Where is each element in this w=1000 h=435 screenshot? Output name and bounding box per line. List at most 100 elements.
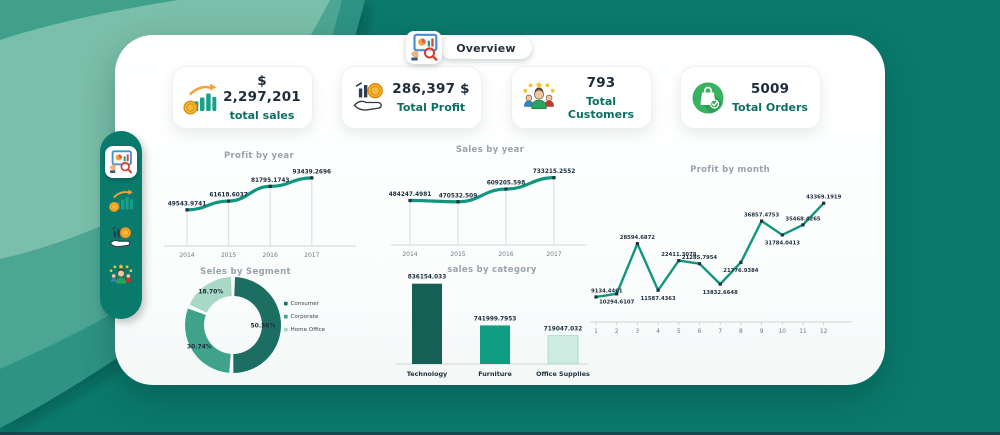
svg-text:1: 1: [594, 329, 598, 335]
svg-text:2014: 2014: [179, 252, 194, 259]
overview-tab-icon-tile: [406, 31, 442, 64]
legend-label: Home Office: [291, 327, 326, 333]
svg-text:13832.6648: 13832.6648: [703, 290, 738, 296]
svg-text:2014: 2014: [402, 251, 417, 258]
chart-profit-by-month: 9134.4461 10294.6107 28594.6872 11587.4363 2…: [590, 156, 870, 336]
svg-text:2017: 2017: [546, 251, 561, 258]
svg-text:470532.509: 470532.509: [439, 193, 478, 199]
svg-text:836154.033: 836154.033: [408, 275, 447, 281]
chart-profit-by-year: 49543.9741 61618.6037 81795.1743 93439.2696…: [148, 142, 370, 260]
legend-swatch-consumer: [284, 301, 288, 306]
svg-text:Furniture: Furniture: [478, 370, 512, 378]
sales-by-category-plot: 836154.033 Technology 741999.7953 Furniture…: [396, 275, 590, 378]
chart-title-sales-by-category: sales by category: [447, 265, 537, 275]
sidebar: [100, 131, 142, 319]
svg-text:11: 11: [799, 329, 807, 335]
sidebar-item-profit[interactable]: [105, 222, 137, 254]
presentation-analytics-icon: [108, 149, 134, 175]
svg-text:9134.4461: 9134.4461: [591, 288, 623, 294]
kpi-label-total-orders: Total Orders: [732, 101, 808, 114]
sales-by-year-plot: 484247.4981 470532.509 609205.598 733215.25…: [389, 169, 587, 258]
svg-text:2017: 2017: [304, 252, 319, 259]
chart-sales-by-year: 484247.4981 470532.509 609205.598 733215.25…: [385, 136, 595, 262]
tab-overview-label: Overview: [456, 41, 516, 55]
customers-icon: [521, 80, 557, 116]
legend-label: Consumer: [291, 301, 320, 307]
svg-text:10294.6107: 10294.6107: [599, 300, 634, 306]
kpi-value-total-profit: 286,397 $: [392, 81, 470, 97]
svg-text:81795.1743: 81795.1743: [251, 178, 290, 184]
profit-hand-icon: [108, 225, 134, 251]
svg-text:21776.9384: 21776.9384: [723, 268, 758, 274]
svg-text:7: 7: [718, 329, 722, 335]
svg-text:28594.6872: 28594.6872: [620, 235, 655, 241]
chart-title-sales-by-year: Sales by year: [455, 145, 525, 155]
kpi-card-total-customers: 793 Total Customers: [511, 66, 652, 129]
svg-text:36857.4753: 36857.4753: [744, 213, 779, 219]
kpi-card-total-orders: 5009 Total Orders: [680, 66, 821, 129]
svg-text:21285.7954: 21285.7954: [682, 255, 717, 261]
sidebar-item-sales[interactable]: [105, 184, 137, 216]
svg-text:43369.1919: 43369.1919: [806, 195, 841, 201]
profit-hand-icon: [351, 80, 387, 116]
svg-text:10: 10: [779, 329, 787, 335]
kpi-value-total-sales: $ 2,297,201: [223, 73, 301, 105]
tab-overview[interactable]: Overview: [440, 37, 532, 59]
chart-title-profit-by-month: Profit by month: [690, 165, 770, 175]
svg-text:8: 8: [739, 329, 743, 335]
svg-text:30.74%: 30.74%: [187, 344, 212, 351]
kpi-label-total-sales: total sales: [229, 109, 295, 122]
svg-text:49543.9741: 49543.9741: [168, 201, 207, 207]
svg-text:609205.598: 609205.598: [487, 181, 526, 187]
svg-text:31784.0413: 31784.0413: [765, 241, 800, 247]
svg-text:18.70%: 18.70%: [198, 289, 223, 296]
svg-text:22411.3078: 22411.3078: [661, 252, 696, 258]
customers-icon: [108, 263, 134, 289]
svg-text:12: 12: [820, 329, 828, 335]
svg-text:6: 6: [698, 329, 702, 335]
legend-swatch-home-office: [284, 327, 288, 332]
svg-text:484247.4981: 484247.4981: [389, 192, 432, 198]
kpi-value-total-orders: 5009: [750, 81, 790, 97]
chart-title-sales-by-segment: Seles by Segment: [200, 267, 291, 277]
svg-text:4: 4: [656, 329, 660, 335]
sales-by-segment-donut: 50.56% 30.74% 18.70% Consumer Corporate Home …: [184, 277, 326, 373]
svg-text:50.56%: 50.56%: [250, 323, 275, 330]
kpi-card-total-profit: 286,397 $ Total Profit: [341, 66, 482, 129]
svg-text:Technology: Technology: [407, 370, 448, 378]
kpi-value-total-customers: 793: [586, 74, 616, 91]
svg-text:9: 9: [760, 329, 764, 335]
sidebar-item-overview[interactable]: [105, 146, 137, 178]
legend-swatch-corporate: [284, 314, 288, 319]
kpi-label-total-profit: Total Profit: [396, 101, 466, 114]
orders-bag-icon: [690, 80, 726, 116]
svg-text:61618.6037: 61618.6037: [209, 193, 248, 199]
sales-growth-icon: [182, 80, 218, 116]
svg-text:93439.2696: 93439.2696: [293, 169, 332, 175]
presentation-analytics-icon: [409, 33, 440, 62]
chart-title-profit-by-year: Profit by year: [224, 151, 294, 161]
svg-text:2: 2: [615, 329, 619, 335]
chart-sales-by-segment: 50.56% 30.74% 18.70% Consumer Corporate Home …: [163, 258, 328, 382]
legend-label: Corporate: [291, 314, 320, 320]
svg-text:Office Supplies: Office Supplies: [536, 370, 590, 378]
sales-growth-icon: [108, 187, 134, 213]
svg-text:11587.4363: 11587.4363: [641, 296, 676, 302]
svg-text:2015: 2015: [221, 252, 236, 259]
chart-sales-by-category: 836154.033 Technology 741999.7953 Furniture…: [392, 256, 592, 382]
svg-text:2016: 2016: [263, 252, 278, 259]
svg-text:2016: 2016: [498, 251, 513, 258]
svg-text:733215.2552: 733215.2552: [533, 169, 576, 175]
profit-by-month-plot: 9134.4461 10294.6107 28594.6872 11587.4363 2…: [590, 195, 852, 335]
kpi-card-total-sales: $ 2,297,201 total sales: [172, 66, 313, 129]
svg-text:719047.032: 719047.032: [544, 327, 583, 333]
sidebar-item-customers[interactable]: [105, 260, 137, 292]
svg-text:35468.4265: 35468.4265: [785, 216, 820, 222]
svg-text:741999.7953: 741999.7953: [474, 316, 517, 322]
svg-text:3: 3: [636, 329, 640, 335]
svg-text:5: 5: [677, 329, 681, 335]
svg-text:2015: 2015: [450, 251, 465, 258]
kpi-label-total-customers: Total Customers: [567, 94, 635, 121]
